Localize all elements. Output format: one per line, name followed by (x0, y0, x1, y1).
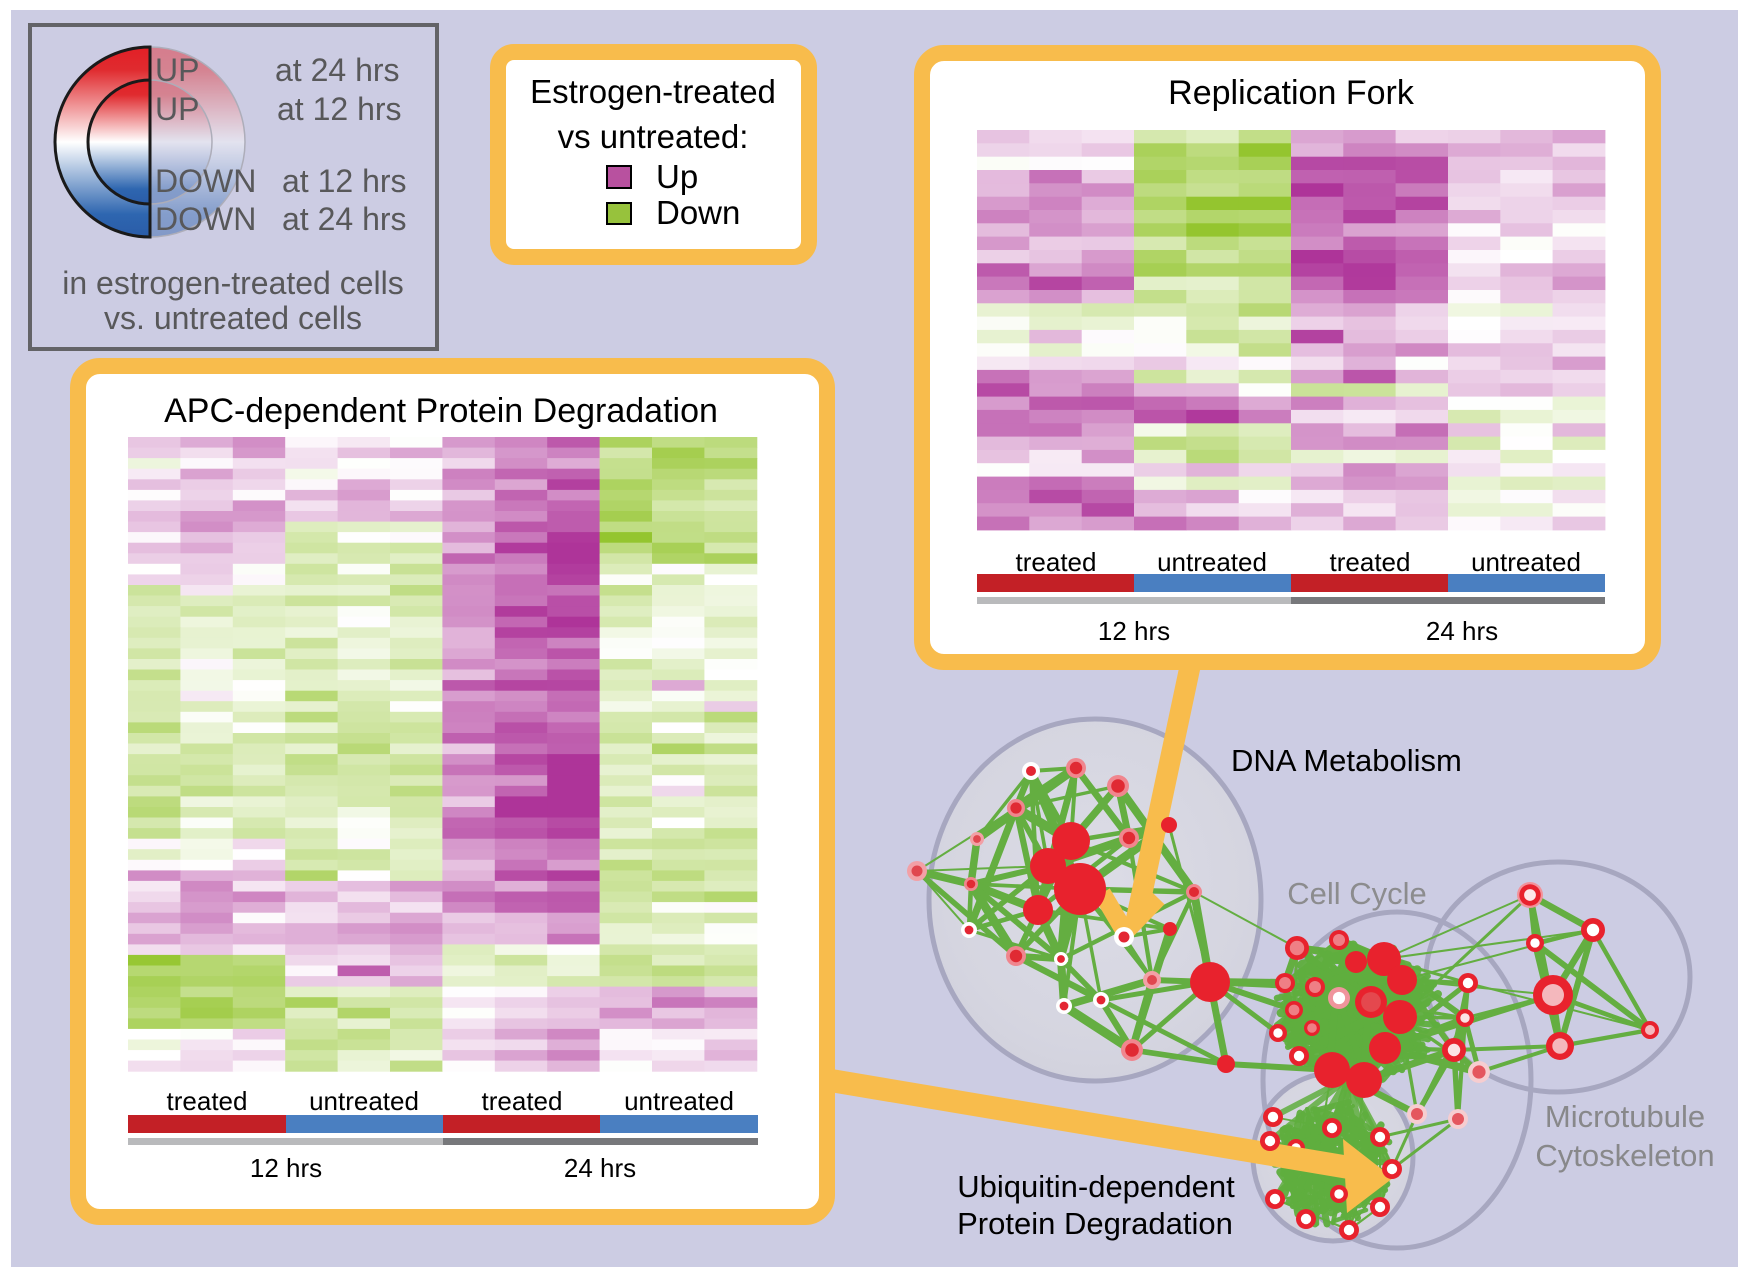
svg-text:at 12 hrs: at 12 hrs (277, 91, 402, 127)
svg-text:Cell Cycle: Cell Cycle (1287, 876, 1427, 911)
svg-text:DOWN: DOWN (155, 163, 256, 199)
svg-text:Estrogen-treated: Estrogen-treated (530, 73, 776, 110)
svg-text:Cytoskeleton: Cytoskeleton (1535, 1138, 1714, 1173)
svg-text:untreated: untreated (1157, 547, 1267, 577)
svg-text:12 hrs: 12 hrs (250, 1153, 322, 1183)
svg-text:DNA Metabolism: DNA Metabolism (1231, 743, 1462, 778)
svg-text:untreated: untreated (309, 1086, 419, 1116)
svg-text:treated: treated (167, 1086, 248, 1116)
svg-text:Up: Up (656, 158, 698, 195)
svg-text:12 hrs: 12 hrs (1098, 616, 1170, 646)
svg-text:treated: treated (1016, 547, 1097, 577)
svg-text:UP: UP (155, 52, 199, 88)
svg-text:Protein Degradation: Protein Degradation (957, 1206, 1233, 1241)
svg-text:24 hrs: 24 hrs (1426, 616, 1498, 646)
svg-text:treated: treated (482, 1086, 563, 1116)
svg-text:APC-dependent Protein Degradat: APC-dependent Protein Degradation (164, 392, 718, 430)
svg-text:24 hrs: 24 hrs (564, 1153, 636, 1183)
svg-text:vs untreated:: vs untreated: (558, 118, 749, 155)
svg-text:untreated: untreated (624, 1086, 734, 1116)
svg-text:in estrogen-treated cells: in estrogen-treated cells (62, 265, 404, 301)
svg-text:vs. untreated cells: vs. untreated cells (104, 300, 362, 336)
svg-text:at 12 hrs: at 12 hrs (282, 163, 407, 199)
svg-text:untreated: untreated (1471, 547, 1581, 577)
svg-text:Ubiquitin-dependent: Ubiquitin-dependent (957, 1169, 1235, 1204)
svg-text:at 24 hrs: at 24 hrs (282, 201, 407, 237)
svg-text:DOWN: DOWN (155, 201, 256, 237)
svg-text:at 24 hrs: at 24 hrs (275, 52, 400, 88)
svg-text:Microtubule: Microtubule (1545, 1099, 1705, 1134)
svg-text:treated: treated (1330, 547, 1411, 577)
svg-text:Down: Down (656, 194, 740, 231)
svg-text:Replication Fork: Replication Fork (1168, 74, 1415, 112)
svg-text:UP: UP (155, 91, 199, 127)
